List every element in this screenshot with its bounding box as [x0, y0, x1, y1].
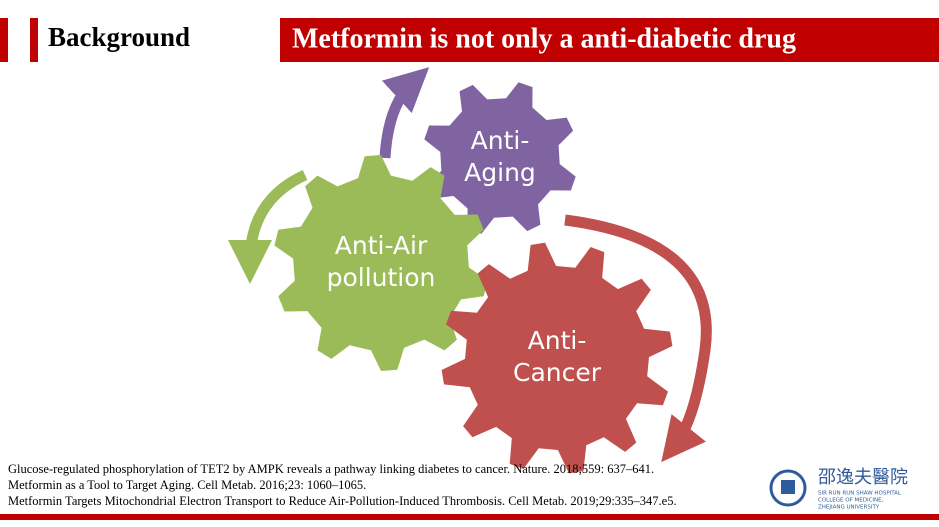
- gear-label: Cancer: [513, 358, 602, 387]
- logo-name: 邵逸夫醫院: [818, 467, 908, 488]
- accent-bar: [30, 18, 38, 62]
- logo-text: ZHEJIANG UNIVERSITY: [818, 505, 880, 511]
- gear-label: Anti-Air: [335, 231, 428, 260]
- section-label: Background: [48, 22, 190, 52]
- arrow: [564, 214, 712, 463]
- accent-bar: [0, 18, 8, 62]
- title-banner: [280, 18, 939, 62]
- gear-label: pollution: [327, 263, 436, 292]
- reference: Metformin Targets Mitochondrial Electron…: [8, 494, 677, 508]
- gear-label: Aging: [464, 158, 536, 187]
- gear-label: Anti-: [528, 326, 587, 355]
- slide-title: Metformin is not only a anti-diabetic dr…: [292, 23, 796, 54]
- logo-text: SIR RUN RUN SHAW HOSPITAL: [818, 491, 902, 497]
- arrow: [379, 67, 430, 159]
- logo-text: COLLEGE OF MEDICINE,: [818, 498, 884, 504]
- gear: [441, 242, 673, 474]
- gear: [424, 82, 576, 234]
- reference: Glucose-regulated phosphorylation of TET…: [8, 462, 654, 476]
- arrow: [228, 169, 308, 284]
- logo-emblem: [769, 469, 807, 507]
- footer-bar: [0, 514, 939, 520]
- gear: [274, 155, 488, 371]
- gear-label: Anti-: [471, 126, 530, 155]
- reference: Metformin as a Tool to Target Aging. Cel…: [8, 478, 366, 492]
- logo-emblem: [781, 480, 795, 494]
